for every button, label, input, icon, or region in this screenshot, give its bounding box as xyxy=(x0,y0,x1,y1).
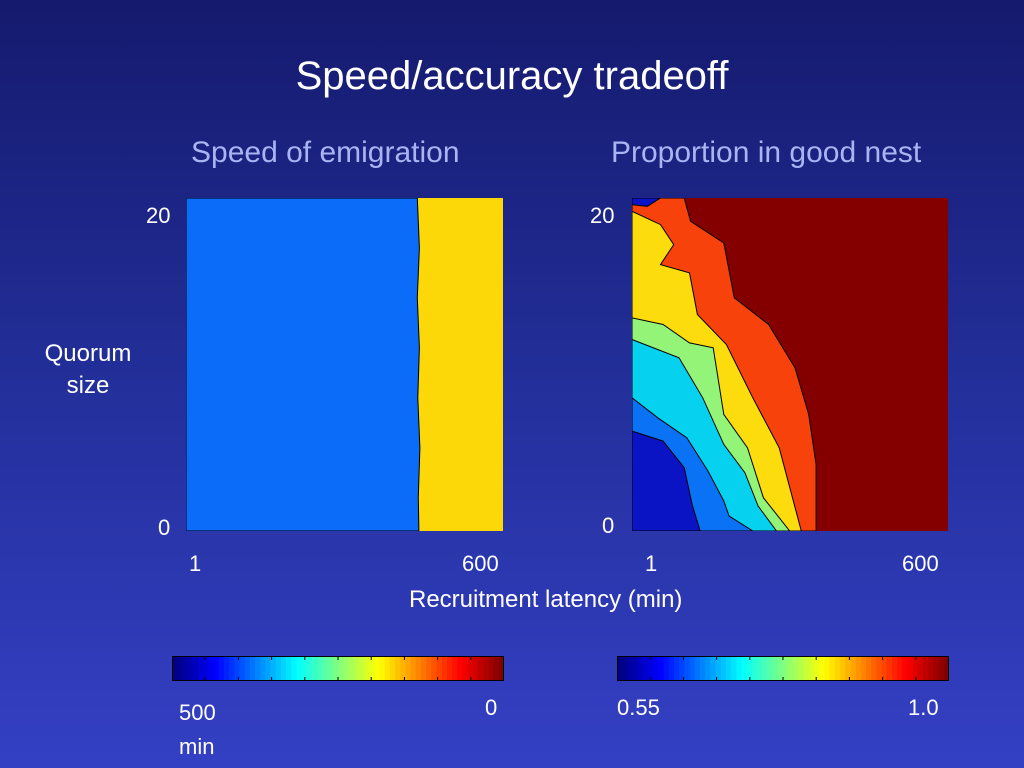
x-tick-max-proportion: 600 xyxy=(902,551,939,576)
slide-title: Speed/accuracy tradeoff xyxy=(295,54,729,98)
heatmap-speed-svg xyxy=(186,198,503,531)
colorbar-speed-low-text: 500 min xyxy=(179,700,216,759)
x-axis-label: Recruitment latency (min) xyxy=(409,586,683,613)
heatmap-speed xyxy=(186,198,503,531)
heatmap-proportion-svg xyxy=(632,198,948,531)
y-axis-label: Quorum size xyxy=(44,340,132,399)
colorbar-speed xyxy=(172,656,504,681)
colorbar-proportion-high-label: 1.0 xyxy=(908,695,939,720)
contour-region-L1 xyxy=(632,430,701,531)
x-tick-min-proportion: 1 xyxy=(645,551,658,576)
chart-title-proportion: Proportion in good nest xyxy=(611,136,922,169)
colorbar-speed-low-label: 500 min xyxy=(179,696,259,764)
colorbar-proportion-low-label: 0.55 xyxy=(617,695,660,720)
colorbar-proportion xyxy=(617,656,949,681)
y-tick-max-proportion: 20 xyxy=(590,203,615,228)
heatmap-proportion xyxy=(632,198,948,531)
contour-region-corner xyxy=(632,198,662,207)
contour-region-L2 xyxy=(186,198,421,531)
y-tick-min-speed: 0 xyxy=(158,515,171,540)
colorbar-speed-high-label: 0 xyxy=(485,695,498,720)
y-tick-max-speed: 20 xyxy=(146,203,171,228)
y-tick-min-proportion: 0 xyxy=(602,513,615,538)
x-tick-max-speed: 600 xyxy=(462,551,499,576)
chart-title-speed: Speed of emigration xyxy=(191,136,460,169)
x-tick-min-speed: 1 xyxy=(189,551,202,576)
